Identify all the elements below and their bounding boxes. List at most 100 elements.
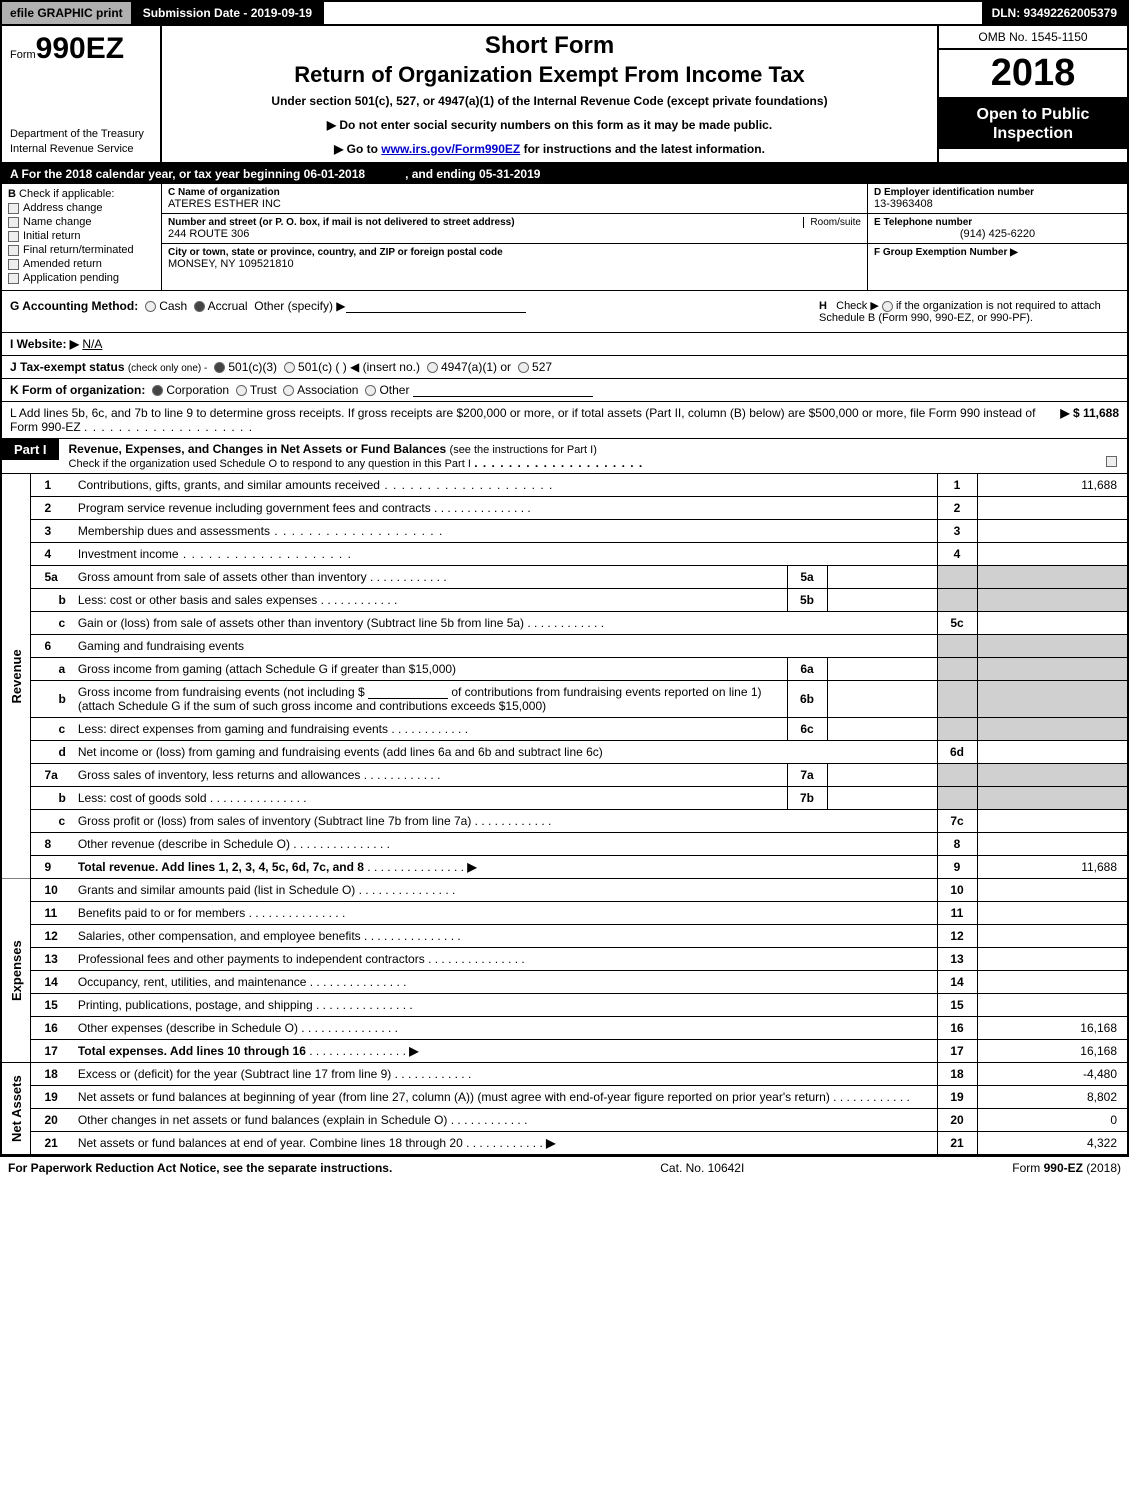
- org-name-row: C Name of organization ATERES ESTHER INC: [162, 184, 867, 214]
- checkbox-icon[interactable]: [8, 259, 19, 270]
- inner-num: 5b: [787, 589, 827, 612]
- section-i: I Website: ▶ N/A: [2, 333, 1127, 356]
- radio-501c3[interactable]: [214, 362, 225, 373]
- dots: [298, 1021, 398, 1035]
- line-desc: Membership dues and assessments: [72, 520, 937, 543]
- phone: (914) 425-6220: [874, 228, 1121, 240]
- line-num: 1: [30, 474, 72, 497]
- line-desc: Gaming and fundraising events: [72, 635, 937, 658]
- table-row: 21 Net assets or fund balances at end of…: [2, 1132, 1127, 1155]
- radio-501c[interactable]: [284, 362, 295, 373]
- checkbox-icon[interactable]: [8, 245, 19, 256]
- radio-other[interactable]: [365, 385, 376, 396]
- line-num: 20: [30, 1109, 72, 1132]
- desc-text: Excess or (deficit) for the year (Subtra…: [78, 1067, 391, 1081]
- gray-cell: [937, 566, 977, 589]
- line-col-val: [977, 833, 1127, 856]
- radio-4947[interactable]: [427, 362, 438, 373]
- header-left: Form990EZ Department of the Treasury Int…: [2, 26, 162, 162]
- k-trust: Trust: [250, 383, 277, 397]
- g-other-fill[interactable]: [346, 301, 526, 313]
- inner-val: [827, 566, 937, 589]
- line-num: 13: [30, 948, 72, 971]
- part-i-check: Check if the organization used Schedule …: [69, 458, 471, 470]
- table-row: b Less: cost of goods sold 7b: [2, 787, 1127, 810]
- checkbox-icon[interactable]: [8, 231, 19, 242]
- dots: [388, 722, 468, 736]
- desc-text: Printing, publications, postage, and shi…: [78, 998, 313, 1012]
- table-row: c Gain or (loss) from sale of assets oth…: [2, 612, 1127, 635]
- j-opt2: 501(c) ( ) ◀ (insert no.): [298, 360, 420, 374]
- dots: [431, 501, 531, 515]
- section-f: F Group Exemption Number ▶: [868, 244, 1127, 261]
- line-num: 6: [30, 635, 72, 658]
- line-desc: Gain or (loss) from sale of assets other…: [72, 612, 937, 635]
- dots: [306, 975, 406, 989]
- k-other: Other: [379, 383, 409, 397]
- line-col-val: [977, 971, 1127, 994]
- table-row: 9 Total revenue. Add lines 1, 2, 3, 4, 5…: [2, 856, 1127, 879]
- gray-cell: [977, 589, 1127, 612]
- dots: [270, 524, 443, 538]
- line-num: 21: [30, 1132, 72, 1155]
- k-other-fill[interactable]: [413, 385, 593, 397]
- line-num: c: [30, 718, 72, 741]
- table-row: 2 Program service revenue including gove…: [2, 497, 1127, 520]
- j-label: J Tax-exempt status: [10, 360, 125, 374]
- section-h: H Check ▶ if the organization is not req…: [819, 299, 1119, 324]
- line-num: 4: [30, 543, 72, 566]
- h-check: Check ▶: [836, 300, 879, 312]
- radio-cash[interactable]: [145, 301, 156, 312]
- irs-link[interactable]: www.irs.gov/Form990EZ: [381, 142, 520, 156]
- desc-text: Investment income: [78, 547, 179, 561]
- line-col-val: [977, 902, 1127, 925]
- line-desc: Less: direct expenses from gaming and fu…: [72, 718, 787, 741]
- checkbox-icon[interactable]: [8, 273, 19, 284]
- line-col-val: [977, 948, 1127, 971]
- checkbox-icon[interactable]: [8, 217, 19, 228]
- form-subtitle: Under section 501(c), 527, or 4947(a)(1)…: [172, 94, 927, 108]
- l-dots: [84, 420, 253, 434]
- dots: [471, 814, 551, 828]
- arrow-icon: ▶: [467, 860, 476, 874]
- city-row: City or town, state or province, country…: [162, 244, 867, 273]
- city-val: MONSEY, NY 109521810: [168, 258, 861, 270]
- side-netassets: Net Assets: [2, 1063, 30, 1155]
- line-col-val: 16,168: [977, 1040, 1127, 1063]
- table-row: 20 Other changes in net assets or fund b…: [2, 1109, 1127, 1132]
- dots: [313, 998, 413, 1012]
- desc-text: Total revenue. Add lines 1, 2, 3, 4, 5c,…: [78, 860, 364, 874]
- department: Department of the Treasury Internal Reve…: [10, 127, 152, 156]
- line-desc: Professional fees and other payments to …: [72, 948, 937, 971]
- line-desc: Occupancy, rent, utilities, and maintena…: [72, 971, 937, 994]
- table-row: c Gross profit or (loss) from sales of i…: [2, 810, 1127, 833]
- table-row: 3 Membership dues and assessments 3: [2, 520, 1127, 543]
- dots: [355, 883, 455, 897]
- line-col-val: 11,688: [977, 474, 1127, 497]
- line-num: 10: [30, 879, 72, 902]
- form-title: Return of Organization Exempt From Incom…: [172, 62, 927, 88]
- radio-accrual[interactable]: [194, 301, 205, 312]
- table-row: 4 Investment income 4: [2, 543, 1127, 566]
- radio-corp[interactable]: [152, 385, 163, 396]
- part-i-checkbox[interactable]: [1106, 456, 1117, 467]
- checkbox-icon[interactable]: [8, 203, 19, 214]
- table-row: 16 Other expenses (describe in Schedule …: [2, 1017, 1127, 1040]
- fill[interactable]: [368, 687, 448, 699]
- desc-text: Gross profit or (loss) from sales of inv…: [78, 814, 471, 828]
- table-row: 17 Total expenses. Add lines 10 through …: [2, 1040, 1127, 1063]
- line-col-num: 14: [937, 971, 977, 994]
- radio-h[interactable]: [882, 301, 893, 312]
- c-label: C Name of organization: [168, 187, 861, 198]
- radio-trust[interactable]: [236, 385, 247, 396]
- radio-assoc[interactable]: [283, 385, 294, 396]
- website-val: N/A: [82, 337, 102, 351]
- line-num: 7a: [30, 764, 72, 787]
- period-end: , and ending 05-31-2019: [405, 167, 540, 181]
- footer-right: Form 990-EZ (2018): [1012, 1161, 1121, 1175]
- radio-527[interactable]: [518, 362, 529, 373]
- line-desc: Gross income from gaming (attach Schedul…: [72, 658, 787, 681]
- line-num: 2: [30, 497, 72, 520]
- inner-val: [827, 787, 937, 810]
- desc-text: Professional fees and other payments to …: [78, 952, 425, 966]
